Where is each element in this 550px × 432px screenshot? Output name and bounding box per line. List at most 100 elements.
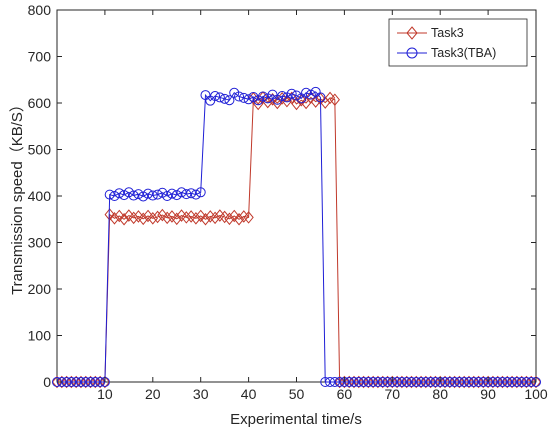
series-layer [51,86,542,389]
data-point [473,377,484,387]
data-point [75,377,86,387]
data-point [459,377,470,387]
data-point [257,91,268,102]
data-point [358,375,369,389]
data-point [128,190,139,201]
data-point [416,377,427,387]
data-point [353,375,364,389]
x-axis-label: Experimental time/s [230,411,362,428]
data-point [195,187,206,198]
data-point [439,375,451,389]
data-point [411,377,422,387]
data-point [94,375,106,389]
data-point [329,377,340,387]
x-tick-label: 90 [480,386,496,402]
data-point [186,188,197,199]
data-point [147,212,158,225]
data-point [71,377,82,387]
data-point [315,92,326,103]
data-point [243,94,254,105]
data-point [449,375,460,389]
data-point [502,377,513,387]
data-point [133,210,144,223]
data-point [516,377,527,387]
data-point [406,375,417,389]
data-point [377,377,388,387]
data-point [454,375,465,389]
data-point [85,377,96,387]
data-point [233,212,245,226]
x-tick-label: 70 [385,386,401,402]
data-point [281,94,293,108]
data-point [291,90,302,101]
data-point [152,210,163,224]
data-point [492,375,503,389]
x-tick-label: 50 [289,386,305,402]
data-point [401,377,412,387]
data-point [425,375,436,389]
data-point [401,375,412,389]
data-point [118,212,130,226]
y-tick-label: 600 [28,95,52,111]
data-point [253,97,264,111]
data-point [71,375,82,389]
data-point [190,189,201,200]
data-point [473,375,484,389]
data-point [210,91,221,102]
data-point [224,95,235,106]
series-task3-tba [52,86,541,387]
data-point [61,377,72,387]
x-tick-label: 80 [432,386,448,402]
data-point [382,375,393,389]
data-point [147,190,158,201]
data-point [329,93,340,107]
data-point [521,375,532,389]
x-tick-label: 100 [524,386,548,402]
legend: Task3 Task3(TBA) [388,18,528,67]
data-point [526,375,537,389]
y-tick-label: 300 [28,235,52,251]
data-point [152,189,163,200]
data-point [123,209,134,222]
data-point [301,87,312,98]
x-tick-label: 30 [193,386,209,402]
data-point [66,377,77,387]
data-point [420,375,431,389]
data-point [511,377,522,387]
data-point [142,209,154,223]
y-axis-label: Transmission speed（KB/S） [9,97,26,295]
data-point [449,377,460,387]
data-point [420,377,431,387]
y-tick-label: 200 [28,281,52,297]
data-point [171,190,182,201]
data-point [391,375,403,389]
data-point [200,212,211,226]
data-point [66,375,77,389]
data-point [396,375,408,389]
data-point [310,95,321,108]
data-point [128,211,139,225]
data-point [334,375,345,389]
data-point [478,375,489,389]
data-point [339,375,350,389]
y-tick-label: 400 [28,188,52,204]
data-point [506,375,518,389]
x-tick-label: 20 [145,386,161,402]
data-point [61,375,72,389]
data-point [516,375,527,389]
data-point [99,375,111,389]
data-point [286,88,297,99]
legend-label-task3: Task3 [431,26,464,40]
data-point [80,375,91,389]
legend-marker-task3 [406,26,418,40]
x-tick-label: 10 [97,386,113,402]
data-point [224,212,235,226]
data-point [372,377,383,387]
data-point [171,212,182,226]
data-point [138,212,149,226]
data-point [363,377,374,387]
data-point [415,375,427,389]
data-point [114,209,125,223]
data-point [277,91,288,102]
data-point [305,89,316,100]
